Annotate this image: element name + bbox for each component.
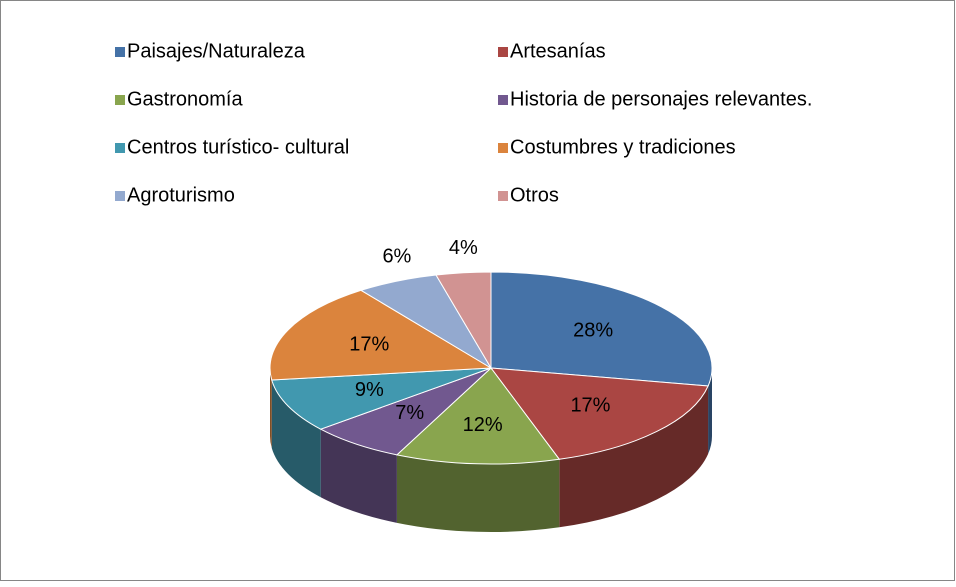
data-label: 7% — [395, 402, 424, 424]
pie-side — [270, 368, 272, 449]
legend-swatch — [115, 143, 125, 153]
pie-slice — [269, 289, 493, 381]
legend-swatch — [498, 143, 508, 153]
legend-swatch — [498, 95, 508, 105]
pie-slice — [489, 367, 709, 460]
pie-slice — [435, 271, 492, 370]
legend-swatch — [498, 47, 508, 57]
legend-swatch — [498, 191, 508, 201]
pie-slice — [490, 271, 713, 387]
legend-label: Artesanías — [510, 40, 606, 62]
legend-swatch — [115, 191, 125, 201]
legend-label: Centros turístico- cultural — [127, 136, 349, 158]
pie-side — [320, 429, 397, 523]
pie-side — [559, 385, 709, 528]
data-label: 12% — [463, 414, 503, 436]
legend-label: Gastronomía — [127, 88, 243, 110]
data-label: 28% — [573, 320, 613, 342]
data-label: 9% — [355, 379, 384, 401]
legend-swatch — [115, 47, 125, 57]
pie-slice — [395, 367, 561, 465]
data-label: 6% — [382, 245, 411, 267]
legend-label: Agroturismo — [127, 184, 235, 206]
pie-side — [708, 368, 712, 454]
legend-label: Paisajes/Naturaleza — [127, 40, 306, 62]
pie-slice — [271, 367, 492, 430]
pie-side — [396, 454, 560, 533]
legend-label: Otros — [510, 184, 559, 206]
data-label: 17% — [570, 394, 610, 416]
data-label: 4% — [449, 237, 478, 259]
legend-swatch — [115, 95, 125, 105]
legend-label: Historia de personajes relevantes. — [510, 88, 812, 110]
data-label: 17% — [349, 333, 389, 355]
legend-label: Costumbres y tradiciones — [510, 136, 736, 158]
pie-side — [271, 380, 321, 498]
